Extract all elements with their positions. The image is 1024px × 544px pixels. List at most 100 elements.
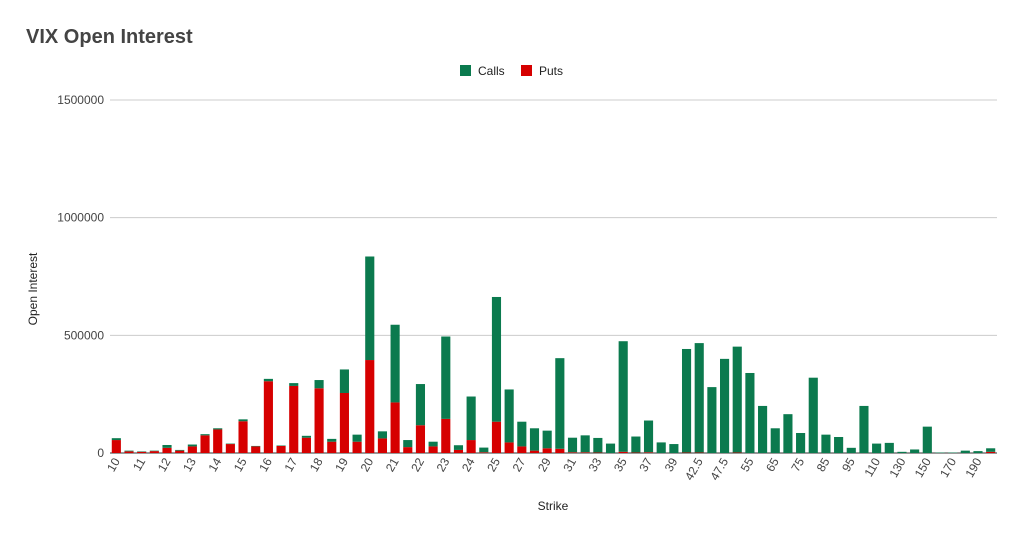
bar-calls-130[interactable] [897, 452, 906, 453]
bar-calls-28[interactable] [530, 428, 539, 450]
bar-puts-27[interactable] [517, 446, 526, 453]
bar-calls-90[interactable] [834, 437, 843, 453]
bar-calls-36[interactable] [631, 437, 640, 453]
bar-puts-16.5[interactable] [277, 446, 286, 453]
bar-puts-13[interactable] [188, 446, 197, 453]
bar-puts-21[interactable] [391, 402, 400, 453]
bar-calls-100[interactable] [859, 406, 868, 453]
bar-calls-23.5[interactable] [454, 445, 463, 450]
bar-puts-22.5[interactable] [429, 446, 438, 453]
bar-calls-38[interactable] [657, 442, 666, 453]
bar-calls-40[interactable] [682, 349, 691, 453]
bar-puts-14.5[interactable] [226, 444, 235, 453]
bar-calls-12[interactable] [162, 445, 171, 448]
bar-calls-31[interactable] [568, 438, 577, 453]
bar-calls-21[interactable] [391, 325, 400, 403]
bar-puts-10[interactable] [112, 440, 121, 453]
bar-calls-150[interactable] [923, 427, 932, 453]
bar-puts-17[interactable] [289, 386, 298, 453]
bar-calls-10[interactable] [112, 438, 121, 440]
bar-calls-39[interactable] [669, 444, 678, 453]
bar-calls-24[interactable] [467, 397, 476, 441]
bar-calls-22[interactable] [416, 384, 425, 425]
bar-puts-12[interactable] [162, 448, 171, 453]
bar-puts-15[interactable] [238, 421, 247, 453]
bar-calls-34[interactable] [606, 444, 615, 453]
bar-puts-20.5[interactable] [378, 438, 387, 453]
legend-label-calls[interactable]: Calls [478, 64, 505, 78]
bar-puts-24.5[interactable] [479, 452, 488, 453]
bar-puts-29[interactable] [543, 448, 552, 453]
bar-calls-27[interactable] [517, 422, 526, 447]
bar-puts-26[interactable] [505, 442, 514, 453]
bar-puts-16[interactable] [264, 381, 273, 453]
bar-calls-29[interactable] [543, 431, 552, 449]
bar-calls-120[interactable] [885, 443, 894, 453]
bar-calls-20.5[interactable] [378, 431, 387, 438]
bar-puts-19[interactable] [340, 393, 349, 453]
bar-calls-85[interactable] [821, 435, 830, 453]
bar-calls-45[interactable] [707, 387, 716, 453]
bar-calls-200[interactable] [986, 448, 995, 452]
bar-puts-22[interactable] [416, 425, 425, 453]
bar-puts-18[interactable] [315, 388, 324, 453]
bar-calls-180[interactable] [961, 451, 970, 453]
bar-puts-17.5[interactable] [302, 438, 311, 453]
bar-calls-190[interactable] [973, 451, 982, 453]
bar-puts-31[interactable] [568, 452, 577, 453]
bar-calls-12.5[interactable] [175, 450, 184, 451]
bar-calls-15[interactable] [238, 419, 247, 421]
bar-calls-22.5[interactable] [429, 442, 438, 447]
bar-puts-18.5[interactable] [327, 442, 336, 453]
bar-calls-42.5[interactable] [695, 343, 704, 452]
bar-calls-10.5[interactable] [124, 451, 133, 452]
bar-calls-80[interactable] [809, 378, 818, 453]
bar-calls-20[interactable] [365, 256, 374, 360]
bar-puts-19.5[interactable] [353, 442, 362, 453]
bar-calls-17.5[interactable] [302, 436, 311, 438]
bar-puts-200[interactable] [986, 452, 995, 453]
bar-calls-24.5[interactable] [479, 448, 488, 453]
bar-calls-35[interactable] [619, 341, 628, 452]
bar-puts-30[interactable] [555, 449, 564, 453]
bar-calls-60[interactable] [758, 406, 767, 453]
bar-calls-32[interactable] [581, 435, 590, 452]
bar-calls-14[interactable] [213, 428, 222, 429]
bar-calls-19[interactable] [340, 369, 349, 393]
bar-puts-37[interactable] [644, 452, 653, 453]
bar-puts-28[interactable] [530, 451, 539, 453]
bar-puts-11[interactable] [137, 452, 146, 453]
bar-calls-23[interactable] [441, 337, 450, 419]
legend-label-puts[interactable]: Puts [539, 64, 563, 78]
bar-calls-95[interactable] [847, 448, 856, 453]
bar-calls-18[interactable] [315, 380, 324, 388]
bar-calls-140[interactable] [910, 449, 919, 453]
bar-calls-47.5[interactable] [720, 359, 729, 453]
bar-calls-37[interactable] [644, 421, 653, 453]
bar-calls-26[interactable] [505, 389, 514, 442]
bar-puts-13.5[interactable] [200, 435, 209, 453]
bar-calls-13.5[interactable] [200, 434, 209, 435]
bar-puts-12.5[interactable] [175, 451, 184, 453]
bar-calls-75[interactable] [796, 433, 805, 453]
bar-calls-16[interactable] [264, 379, 273, 381]
bar-calls-33[interactable] [593, 438, 602, 453]
bar-calls-13[interactable] [188, 445, 197, 447]
bar-puts-32[interactable] [581, 452, 590, 453]
bar-calls-17[interactable] [289, 383, 298, 386]
bar-puts-11.5[interactable] [150, 451, 159, 453]
bar-calls-25[interactable] [492, 297, 501, 422]
bar-puts-23.5[interactable] [454, 450, 463, 453]
bar-puts-14[interactable] [213, 429, 222, 453]
bar-calls-30[interactable] [555, 358, 564, 449]
bar-puts-24[interactable] [467, 440, 476, 453]
bar-puts-35[interactable] [619, 452, 628, 453]
bar-puts-20[interactable] [365, 360, 374, 453]
bar-calls-21.5[interactable] [403, 440, 412, 447]
bar-calls-55[interactable] [745, 373, 754, 453]
bar-calls-65[interactable] [771, 428, 780, 453]
bar-calls-70[interactable] [783, 414, 792, 453]
bar-calls-19.5[interactable] [353, 435, 362, 442]
bar-puts-23[interactable] [441, 419, 450, 453]
bar-calls-18.5[interactable] [327, 439, 336, 442]
